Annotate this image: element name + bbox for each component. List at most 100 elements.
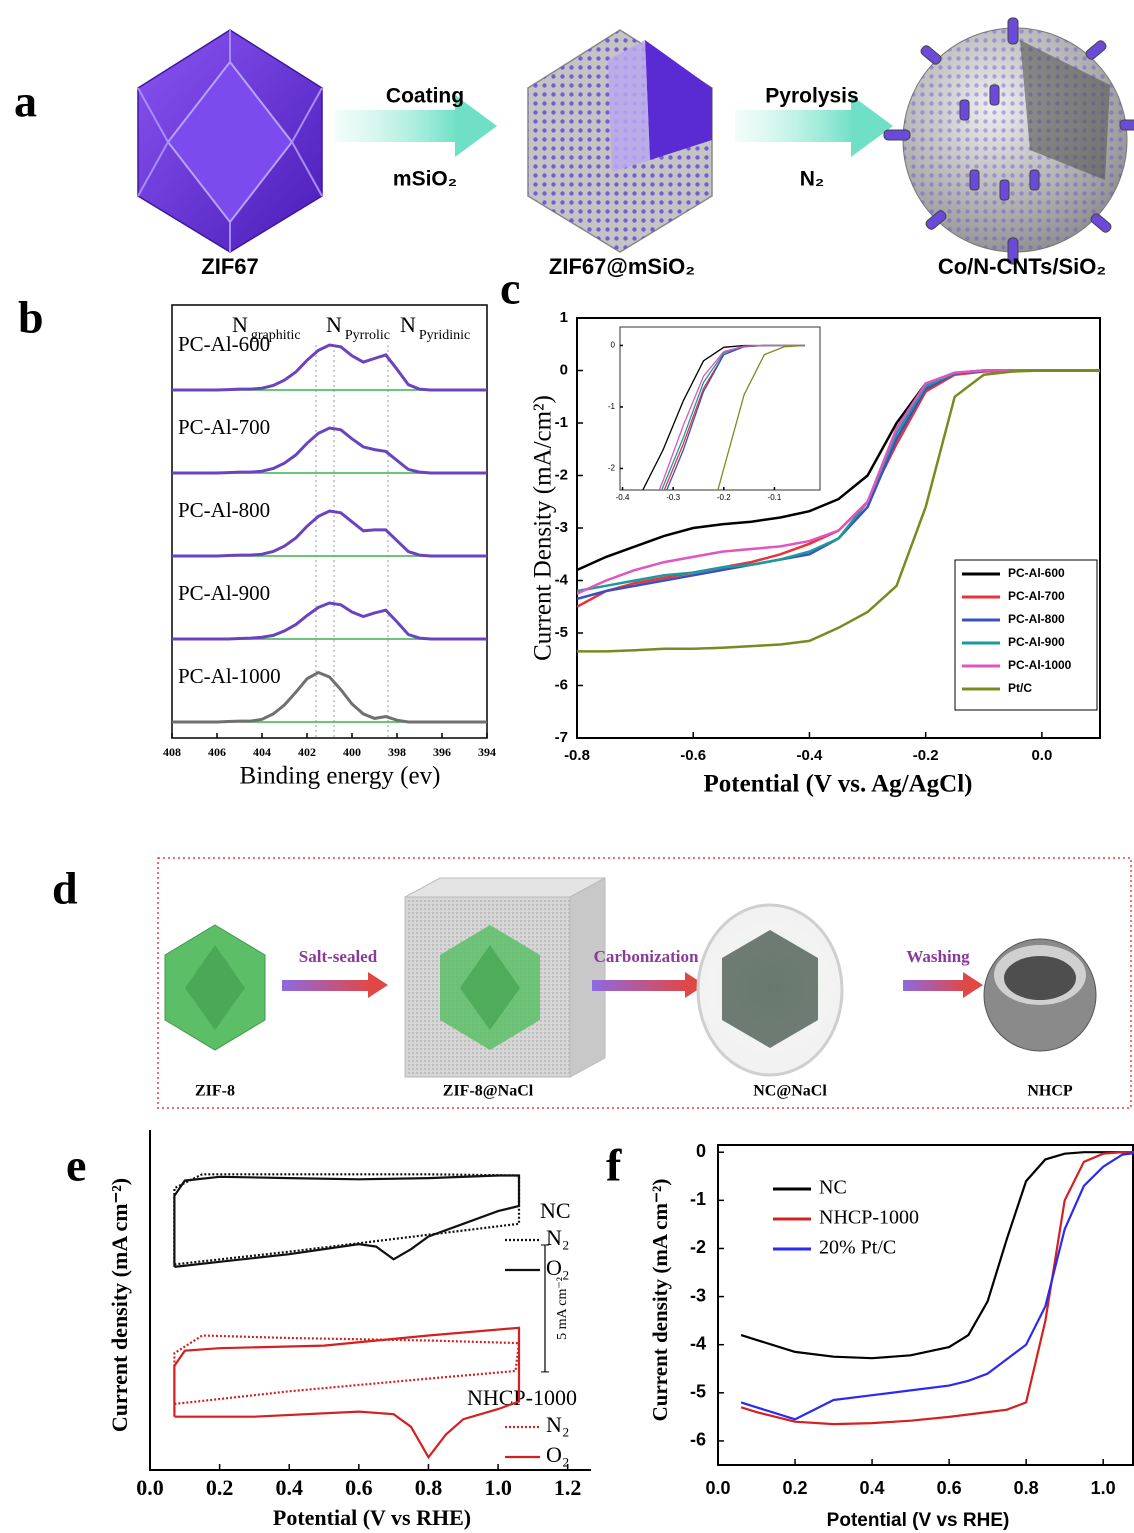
x-tick-label: 404 xyxy=(253,745,271,759)
y-tick-label: 0 xyxy=(696,1141,706,1161)
x-tick-label: 0.0 xyxy=(705,1478,730,1498)
y-tick-label: -2 xyxy=(608,464,616,473)
x-axis-label: Potential (V vs RHE) xyxy=(273,1505,471,1530)
panel-letter: b xyxy=(18,292,44,343)
caption: ZIF-8@NaCl xyxy=(443,1083,534,1100)
zif8-crystal xyxy=(165,925,265,1050)
y-tick-label: -5 xyxy=(690,1382,706,1402)
y-tick-label: -2 xyxy=(690,1237,706,1257)
x-tick-label: 0.6 xyxy=(345,1475,373,1500)
x-tick-label: 408 xyxy=(163,745,181,759)
annotation-subscript: Pyrrolic xyxy=(345,328,390,343)
caption: Co/N-CNTs/SiO₂ xyxy=(938,254,1106,279)
x-tick-label: 402 xyxy=(298,745,316,759)
axes xyxy=(150,1130,591,1470)
zif8-nacl xyxy=(405,878,605,1077)
x-tick-label: 406 xyxy=(208,745,226,759)
x-tick-label: 0.2 xyxy=(206,1475,234,1500)
y-axis-label: Current density (mA cm⁻²) xyxy=(648,1179,672,1422)
page: a Coating mSiO₂ Pyrolysis N₂ ZIF67 ZIF67… xyxy=(0,0,1134,1533)
y-tick-label: -6 xyxy=(690,1430,706,1450)
arrow xyxy=(592,972,705,998)
y-tick-label: -1 xyxy=(608,402,616,411)
x-tick-label: 394 xyxy=(478,745,496,759)
legend-label: PC-Al-900 xyxy=(1008,635,1065,649)
legend-label: O₂ xyxy=(546,1442,570,1467)
x-tick-label: 0.4 xyxy=(275,1475,303,1500)
arrow xyxy=(282,972,388,998)
step-label: Pyrolysis xyxy=(765,85,858,108)
y-tick-label: 1 xyxy=(560,309,568,326)
legend-label: PC-Al-600 xyxy=(1008,566,1065,580)
x-tick-label: -0.4 xyxy=(797,747,824,764)
y-tick-label: 0 xyxy=(611,341,616,350)
y-axis-label: Current density (mA cm⁻²) xyxy=(107,1178,132,1432)
legend-label: N₂ xyxy=(546,1412,570,1437)
x-tick-label: 0.4 xyxy=(860,1478,885,1498)
x-tick-label: -0.8 xyxy=(564,747,590,764)
line xyxy=(741,1152,1134,1419)
legend-group: NHCP-1000 xyxy=(467,1385,577,1410)
step-label: mSiO₂ xyxy=(393,168,457,191)
y-tick-label: -6 xyxy=(555,676,568,693)
x-tick-label: 1.0 xyxy=(484,1475,512,1500)
x-tick-label: -0.1 xyxy=(768,493,782,502)
arrow xyxy=(903,972,983,998)
legend-label: NHCP-1000 xyxy=(819,1207,919,1229)
legend-label: PC-Al-700 xyxy=(1008,589,1065,603)
cv-loop xyxy=(174,1174,519,1264)
caption: ZIF67@mSiO₂ xyxy=(549,254,695,279)
nhcp-shell xyxy=(984,939,1096,1051)
legend-label: 20% Pt/C xyxy=(819,1237,896,1259)
x-tick-label: 398 xyxy=(388,745,406,759)
inset-frame xyxy=(620,327,820,490)
cv-loop xyxy=(174,1176,519,1267)
line xyxy=(741,1152,1134,1358)
x-tick-label: -0.6 xyxy=(680,747,706,764)
y-axis-label: Current Density (mA/cm²) xyxy=(530,395,557,661)
y-tick-label: -7 xyxy=(555,729,568,746)
x-tick-label: -0.2 xyxy=(717,493,731,502)
panel-letter: a xyxy=(14,76,37,127)
y-tick-label: -3 xyxy=(690,1285,706,1305)
legend-label: PC-Al-800 xyxy=(1008,612,1065,626)
caption: ZIF-8 xyxy=(195,1083,235,1100)
x-tick-label: 0.6 xyxy=(937,1478,962,1498)
x-tick-label: -0.4 xyxy=(616,493,630,502)
legend-label: Pt/C xyxy=(1008,681,1032,695)
x-tick-label: 400 xyxy=(343,745,361,759)
legend-group: NC xyxy=(540,1198,571,1223)
annotation-subscript: Pyridinic xyxy=(419,328,470,343)
x-tick-label: 1.0 xyxy=(1091,1478,1116,1498)
y-tick-label: -4 xyxy=(555,571,569,588)
x-tick-label: 0.8 xyxy=(415,1475,443,1500)
series-label: PC-Al-900 xyxy=(178,581,270,605)
x-tick-label: 0.0 xyxy=(136,1475,164,1500)
panel-letter: e xyxy=(66,1140,86,1191)
y-tick-label: -1 xyxy=(690,1189,706,1209)
x-axis-label: Potential (V vs. Ag/AgCl) xyxy=(704,771,973,798)
x-tick-label: 1.2 xyxy=(554,1475,582,1500)
x-tick-label: 0.0 xyxy=(1031,747,1052,764)
series-label: PC-Al-600 xyxy=(178,332,270,356)
nc-nacl xyxy=(698,905,842,1075)
caption: ZIF67 xyxy=(201,254,258,279)
legend-label: O₂ xyxy=(546,1255,570,1280)
series-label: PC-Al-800 xyxy=(178,498,270,522)
spectrum xyxy=(172,603,487,639)
step-label: Carbonization xyxy=(594,947,699,966)
annotation-symbol: N xyxy=(400,312,416,337)
legend-label: NC xyxy=(819,1177,847,1199)
y-tick-label: 0 xyxy=(560,361,568,378)
figure: a Coating mSiO₂ Pyrolysis N₂ ZIF67 ZIF67… xyxy=(0,0,1134,1533)
scale-bar-label: 5 mA cm⁻² xyxy=(555,1277,570,1340)
legend-label: N₂ xyxy=(546,1225,570,1250)
step-label: N₂ xyxy=(800,168,825,191)
x-axis-label: Potential (V vs RHE) xyxy=(827,1510,1010,1531)
x-axis-label: Binding energy (ev) xyxy=(240,763,441,790)
co-cnt-sphere xyxy=(884,18,1134,264)
step-label: Coating xyxy=(386,85,464,108)
panel-letter: c xyxy=(500,263,520,314)
